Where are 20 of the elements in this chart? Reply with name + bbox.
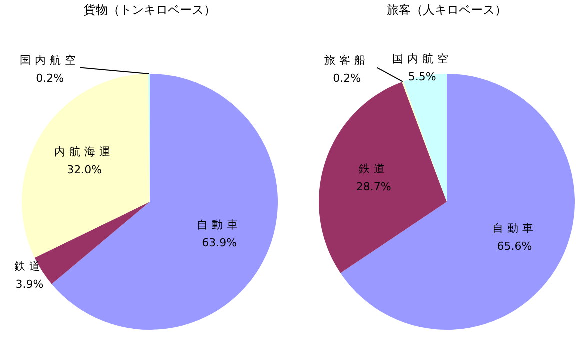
pie-slice [319,82,447,274]
pie-slice [22,74,150,258]
slice-label: 鉄道 [358,162,389,176]
slice-label: 鉄道 [14,260,45,273]
chart-title: 旅客（人キロベース） [387,3,507,17]
slice-label: 自動車 [197,218,242,232]
data-label: 0.2% [36,72,64,85]
slice-label: 国内航空 [392,52,452,66]
data-label: 0.2% [333,72,362,85]
data-label: 3.9% [16,278,44,291]
slice-label: 自動車 [492,222,538,236]
chart-title: 貨物（トンキロベース） [84,3,216,17]
data-label: 5.5% [408,70,436,84]
data-label: 28.7% [356,180,392,194]
data-label: 65.6% [497,240,532,254]
data-label: 32.0% [67,164,102,177]
slice-label: 内航海運 [54,146,115,159]
slice-label: 国内航空 [20,54,80,67]
data-label: 63.9% [202,236,238,250]
slice-label: 旅客船 [324,54,370,67]
